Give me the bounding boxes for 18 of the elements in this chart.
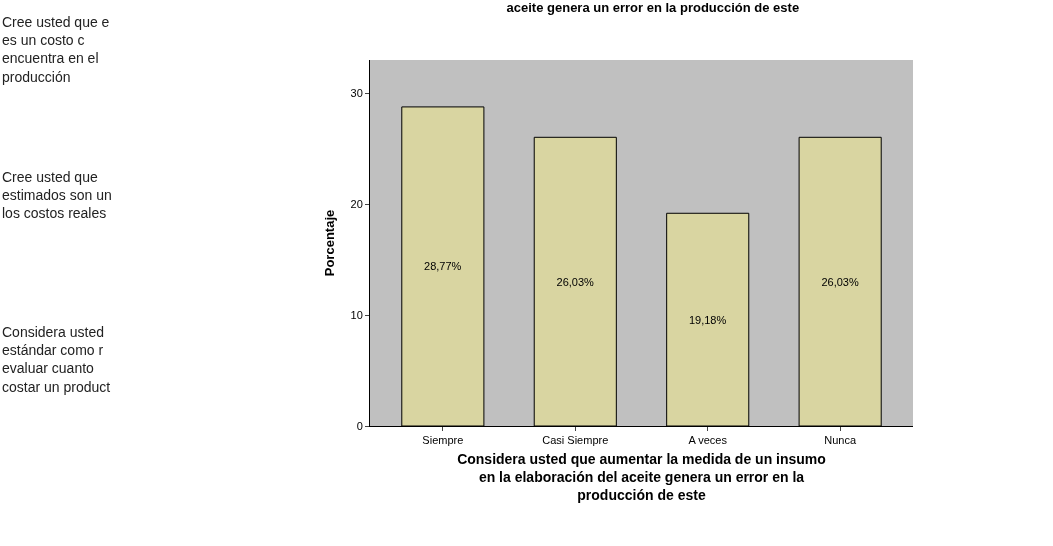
chart-title: aceite genera un error en la producción de este [506,0,800,15]
x-tick-label: Casi Siempre [542,434,609,447]
x-tick-label: Nunca [824,434,857,447]
y-tick-label: 10 [350,308,363,321]
y-tick-label: 30 [350,87,363,100]
text: Cree usted que estimados son un los costos reales [2,169,112,222]
x-tick-label: Siempre [422,434,464,447]
x-tick-label: A veces [688,434,728,447]
data-label: 26,03% [821,275,859,288]
data-label: 28,77% [424,260,462,273]
y-axis-title: Porcentaje [322,209,337,277]
text: Cree usted que e es un costo c encuentra en el producción [2,14,110,85]
y-tick-label: 20 [350,198,363,211]
data-label: 26,03% [556,275,595,288]
y-tick-label: 0 [356,419,363,432]
data-label: 19,18% [688,313,727,326]
text: Considera usted estándar como r evaluar cuanto costar un product [2,324,111,395]
x-axis-title: Considera usted que aumentar la medida de un insumo en la elaboración del aceite genera un error en la producción de este [457,450,826,503]
